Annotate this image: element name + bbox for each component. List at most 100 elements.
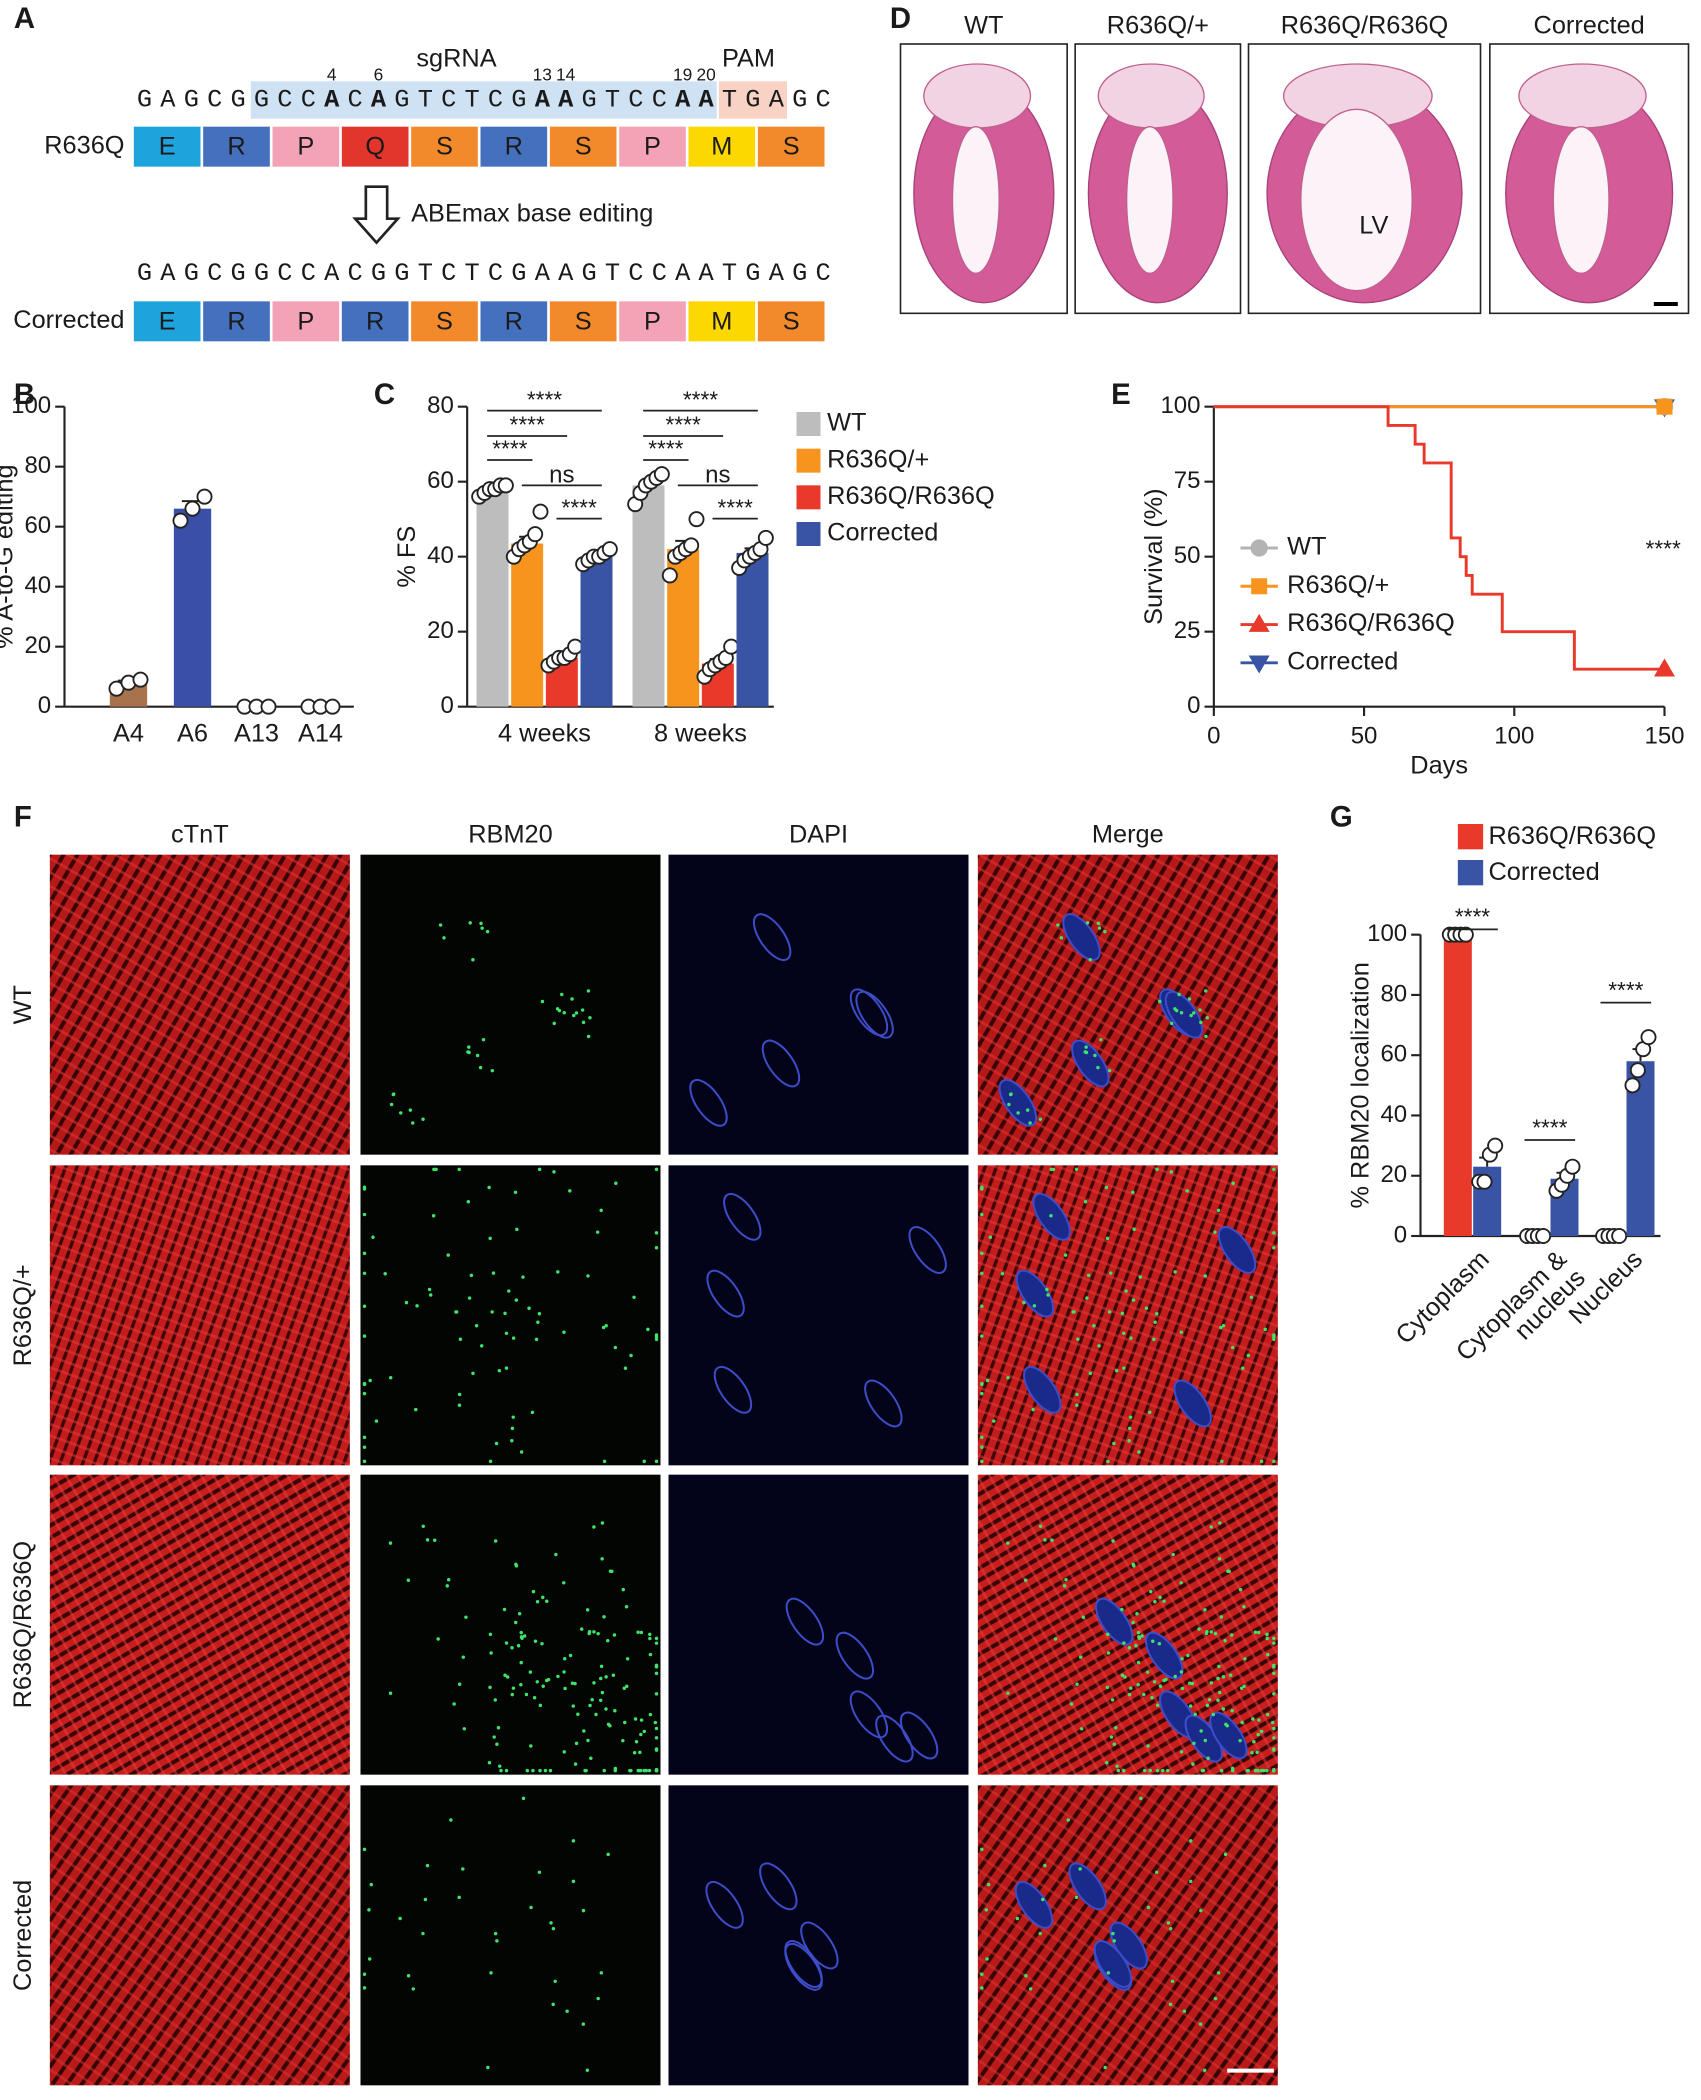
rbm20-signal <box>1129 1686 1133 1690</box>
data-point <box>661 567 678 584</box>
rbm20-signal <box>1231 1181 1235 1185</box>
nucleus <box>723 1192 762 1241</box>
rbm20-signal <box>362 1972 367 1976</box>
editing-label: ABEmax base editing <box>411 199 653 227</box>
rbm20-signal <box>613 1708 617 1713</box>
rbm20-signal <box>1022 1300 1026 1305</box>
rbm20-signal <box>503 1311 507 1316</box>
nucleus <box>908 1226 947 1274</box>
image-background <box>49 1474 350 1775</box>
rbm20-signal <box>544 1678 549 1683</box>
rbm20-signal <box>1213 1230 1217 1234</box>
rbm20-signal <box>529 1744 533 1748</box>
rbm20-signal <box>1272 1736 1276 1740</box>
rbm20-signal <box>1083 1050 1087 1054</box>
base: A <box>558 259 574 288</box>
channel-label: cTnT <box>171 821 229 849</box>
rbm20-signal <box>592 1630 596 1634</box>
nucleus <box>1062 913 1101 962</box>
residue: M <box>711 133 732 161</box>
rbm20-signal <box>1149 1589 1153 1594</box>
rbm20-signal <box>457 1392 462 1397</box>
rbm20-signal <box>1155 1703 1160 1708</box>
rbm20-signal <box>504 1641 509 1645</box>
rbm20-signal <box>478 1065 483 1070</box>
base: A <box>675 259 691 288</box>
rbm20-signal <box>1169 1170 1174 1174</box>
rbm20-signal <box>579 1627 584 1631</box>
rbm20-signal <box>562 1011 566 1015</box>
rbm20-signal <box>654 1641 659 1645</box>
edit-position: 19 <box>673 65 692 85</box>
rbm20-signal <box>527 1306 531 1310</box>
rbm20-signal <box>1081 1615 1086 1619</box>
legend-swatch <box>796 412 821 436</box>
base: A <box>558 86 574 115</box>
rbm20-signal <box>537 1870 542 1875</box>
rbm20-signal <box>1038 1117 1043 1121</box>
rbm20-signal <box>1056 923 1060 927</box>
rbm20-signal <box>639 1718 644 1722</box>
significance-label: **** <box>1532 1114 1567 1140</box>
rbm20-signal <box>648 1712 653 1717</box>
rbm20-signal <box>634 1739 639 1744</box>
data-point <box>757 529 774 546</box>
rbm20-signal <box>1272 1333 1276 1337</box>
rbm20-signal <box>1209 1525 1213 1529</box>
nucleus <box>1095 1597 1134 1646</box>
rbm20-signal <box>362 1986 367 1990</box>
rbm20-signal <box>648 1632 652 1637</box>
rbm20-signal <box>1166 1921 1171 1925</box>
rbm20-signal <box>1153 1600 1157 1604</box>
rbm20-signal <box>540 1641 544 1646</box>
rbm20-signal <box>594 1712 598 1717</box>
rbm20-signal <box>374 1419 379 1423</box>
base: C <box>815 259 830 288</box>
rbm20-signal <box>1151 1639 1155 1643</box>
rbm20-signal <box>367 1908 371 1912</box>
rbm20-signal <box>1096 921 1101 926</box>
series-marker <box>1656 398 1673 415</box>
rbm20-signal <box>481 1037 486 1042</box>
rbm20-signal <box>474 1324 479 1328</box>
rbm20-signal <box>519 1630 523 1635</box>
rbm20-signal <box>1105 1685 1110 1690</box>
rbm20-signal <box>553 1979 557 1984</box>
rbm20-signal <box>602 1615 606 1619</box>
rbm20-signal <box>1063 1253 1068 1257</box>
significance-label: **** <box>666 412 701 438</box>
significance-label: **** <box>1455 904 1490 930</box>
rbm20-signal <box>1105 1236 1110 1241</box>
rbm20-signal <box>1106 1651 1111 1655</box>
rbm20-signal <box>369 1882 374 1887</box>
rbm20-signal <box>371 1235 375 1239</box>
rbm20-signal <box>588 1015 592 1020</box>
rbm20-signal <box>628 1768 632 1773</box>
rbm20-signal <box>510 1439 514 1443</box>
rbm20-signal <box>986 1882 991 1887</box>
base: G <box>394 86 409 115</box>
nucleus <box>1015 1269 1055 1318</box>
rbm20-signal <box>428 1293 433 1297</box>
rbm20-signal <box>1059 936 1064 940</box>
rbm20-signal <box>611 1673 616 1677</box>
data-point <box>1487 1137 1504 1154</box>
rbm20-signal <box>571 1704 576 1708</box>
panel-label: A <box>14 2 35 35</box>
rbm20-signal <box>1217 1557 1222 1561</box>
rbm20-signal <box>1123 1675 1127 1679</box>
micrograph <box>977 1165 1278 1466</box>
legend-marker <box>1248 655 1270 674</box>
micrograph <box>49 854 350 1155</box>
rbm20-signal <box>362 1212 367 1217</box>
rbm20-signal <box>1106 1459 1110 1464</box>
rbm20-signal <box>517 1612 522 1616</box>
base: A <box>535 86 551 115</box>
rbm20-signal <box>458 1337 463 1341</box>
rbm20-signal <box>368 1378 372 1383</box>
rbm20-signal <box>421 1524 425 1529</box>
rbm20-signal <box>1189 1879 1193 1884</box>
significance-label: ns <box>705 461 730 488</box>
rbm20-signal <box>1197 1627 1201 1631</box>
rbm20-signal <box>1078 1867 1082 1871</box>
